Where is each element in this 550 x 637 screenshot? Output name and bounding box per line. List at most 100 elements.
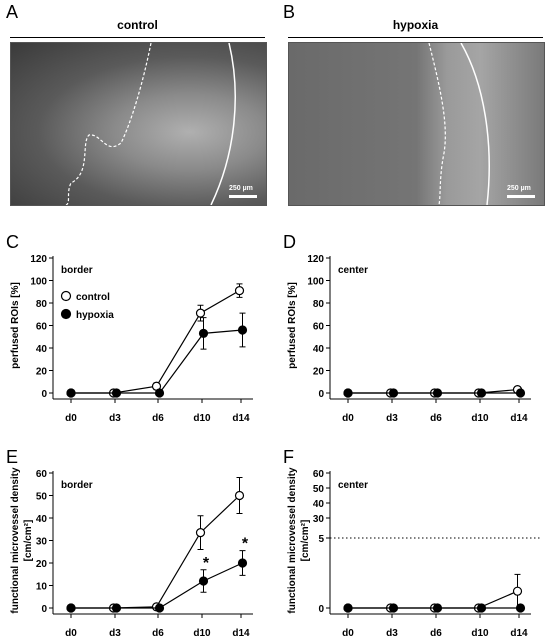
significance-star: * (242, 536, 249, 553)
micrograph-control: 250 µm (10, 42, 267, 206)
x-tick-label: d0 (342, 628, 354, 637)
filled-marker (476, 388, 487, 398)
panel-label-f: F (283, 447, 294, 467)
filled-marker (432, 603, 443, 613)
filled-marker (154, 388, 165, 398)
scale-bar-b (507, 195, 535, 198)
panel-label-b: B (283, 2, 296, 22)
open-marker (512, 586, 523, 596)
x-tick-label: d3 (109, 413, 121, 424)
y-tick-label: 60 (313, 322, 325, 333)
x-tick-label: d14 (232, 413, 250, 424)
filled-marker (237, 325, 248, 335)
y-axis-label: perfused ROIs [%] (10, 282, 21, 369)
y-tick-label: 20 (36, 367, 48, 378)
legend-label: hypoxia (76, 310, 114, 321)
open-marker (195, 308, 206, 318)
y-tick-label: 30 (313, 514, 325, 525)
x-tick-label: d14 (510, 628, 528, 637)
filled-marker (66, 388, 76, 398)
y-tick-label: 50 (313, 484, 325, 495)
x-tick-label: d10 (471, 413, 489, 424)
x-tick-label: d6 (152, 628, 164, 637)
panel-label-d: D (283, 232, 296, 252)
panel-b-title: hypoxia (392, 18, 439, 32)
y-axis-unit: [cm/cm²] (300, 520, 311, 562)
y-tick-label: 100 (30, 277, 47, 288)
filled-marker (111, 603, 122, 613)
panel-label-a: A (6, 2, 19, 22)
legend-marker (60, 290, 72, 302)
filled-marker (515, 388, 526, 398)
x-tick-label: d10 (193, 413, 211, 424)
filled-marker (515, 603, 526, 613)
open-marker (195, 528, 206, 538)
y-tick-label: 20 (36, 559, 48, 570)
y-tick-label: 120 (30, 254, 47, 265)
x-tick-label: d6 (152, 413, 164, 424)
y-tick-label: 120 (307, 254, 324, 265)
open-marker (234, 490, 245, 501)
filled-marker (432, 388, 443, 398)
filled-marker (154, 603, 165, 613)
y-tick-label: 5 (318, 534, 324, 545)
scale-bar-a (229, 195, 257, 198)
region-label: border (61, 480, 93, 491)
panel-a-title: control (117, 18, 158, 32)
x-tick-label: d3 (109, 628, 121, 637)
x-tick-label: d0 (65, 413, 77, 424)
y-tick-label: 0 (318, 604, 324, 615)
filled-marker (198, 576, 209, 586)
region-label: center (338, 265, 368, 276)
y-tick-label: 40 (313, 344, 325, 355)
micrograph-hypoxia: 250 µm (288, 42, 545, 206)
panel-label-c: C (6, 232, 19, 252)
y-tick-label: 0 (318, 389, 324, 400)
x-tick-label: d10 (471, 628, 489, 637)
series-line (71, 562, 243, 609)
y-tick-label: 100 (307, 277, 324, 288)
significance-star: * (203, 555, 210, 572)
y-tick-label: 80 (36, 299, 48, 310)
y-tick-label: 50 (36, 492, 48, 503)
filled-marker (111, 388, 122, 398)
tissue-border-lines (65, 43, 236, 205)
y-tick-label: 80 (313, 299, 325, 310)
filled-marker (66, 603, 76, 613)
x-tick-label: d14 (510, 413, 528, 424)
y-tick-label: 20 (313, 367, 325, 378)
filled-marker (343, 388, 353, 398)
y-tick-label: 60 (36, 469, 48, 480)
filled-marker (388, 603, 399, 613)
y-tick-label: 60 (36, 322, 48, 333)
x-tick-label: d0 (342, 413, 354, 424)
x-tick-label: d0 (65, 628, 77, 637)
x-tick-label: d3 (386, 413, 398, 424)
y-tick-label: 0 (41, 604, 47, 615)
scale-label-b: 250 µm (507, 185, 531, 192)
y-axis-unit: [cm/cm²] (23, 520, 34, 562)
x-tick-label: d3 (386, 628, 398, 637)
y-axis-label: functional microvessel density (287, 467, 298, 614)
y-axis-label: functional microvessel density (10, 467, 21, 614)
y-tick-label: 60 (313, 469, 325, 480)
series-line (71, 290, 240, 394)
scale-label-a: 250 µm (229, 185, 253, 192)
legend-label: control (76, 292, 110, 303)
filled-marker (343, 603, 353, 613)
x-tick-label: d6 (430, 413, 442, 424)
filled-marker (388, 388, 399, 398)
legend-marker (60, 308, 72, 320)
filled-marker (476, 603, 487, 613)
series-line (71, 495, 240, 609)
region-label: center (338, 480, 368, 491)
y-axis-label: perfused ROIs [%] (287, 282, 298, 369)
open-marker (234, 286, 245, 296)
y-tick-label: 40 (36, 514, 48, 525)
x-tick-label: d14 (232, 628, 250, 637)
y-tick-label: 10 (36, 582, 48, 593)
panel-b-title-line (288, 37, 543, 38)
panel-label-e: E (6, 447, 18, 467)
y-tick-label: 40 (313, 499, 325, 510)
